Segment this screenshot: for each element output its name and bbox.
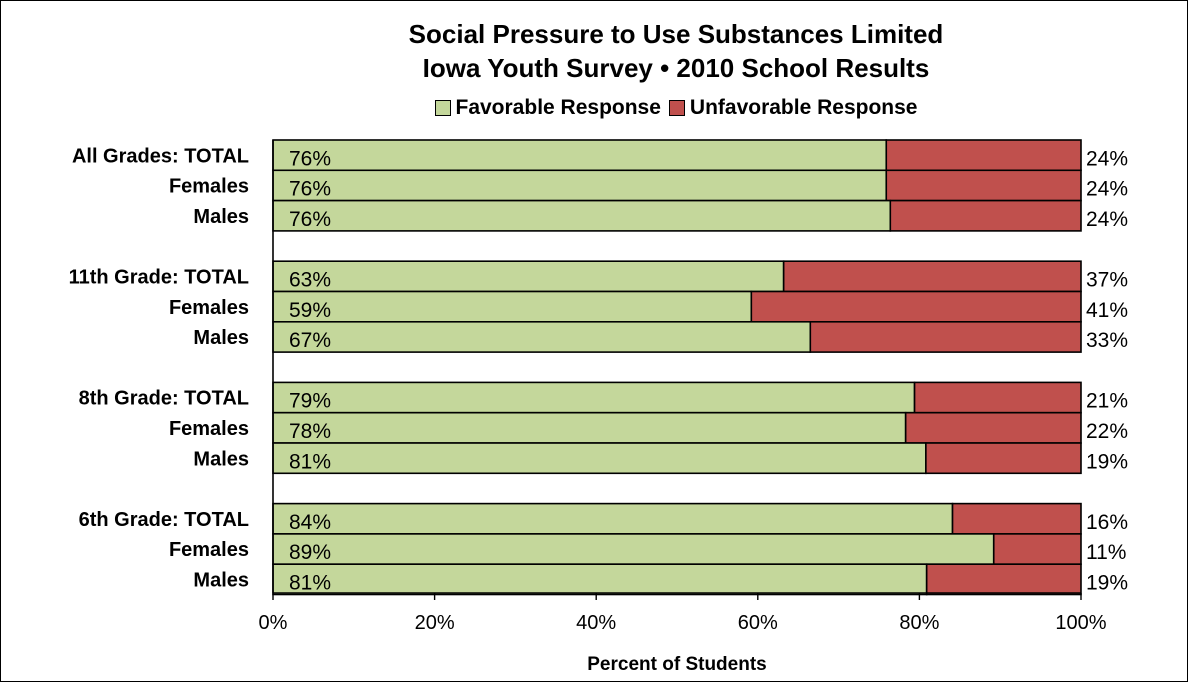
data-label-favorable: 78% (289, 420, 331, 443)
bar-favorable (272, 533, 995, 566)
bar-unfavorable (782, 260, 1082, 293)
legend-label-unfavorable: Unfavorable Response (689, 96, 918, 119)
legend-swatch-unfavorable (668, 100, 685, 116)
data-label-unfavorable: 16% (1086, 511, 1128, 534)
data-label-favorable: 59% (289, 299, 331, 322)
bar-favorable (272, 139, 888, 172)
bar-unfavorable (925, 563, 1082, 596)
category-label: 6th Grade: TOTAL (79, 509, 249, 531)
data-label-favorable: 81% (289, 572, 331, 595)
bar-favorable (272, 260, 785, 293)
chart-subtitle: Iowa Youth Survey • 2010 School Results (422, 53, 930, 83)
legend-item-unfavorable: Unfavorable Response (668, 96, 918, 120)
data-label-favorable: 76% (289, 208, 331, 231)
data-label-favorable: 76% (289, 147, 331, 170)
data-label-favorable: 89% (289, 541, 331, 564)
data-label-unfavorable: 24% (1086, 147, 1128, 170)
bar-favorable (272, 290, 753, 323)
legend-swatch-favorable (434, 100, 451, 116)
bar-unfavorable (904, 411, 1082, 444)
category-label: Males (193, 448, 249, 470)
bar-favorable (272, 199, 892, 232)
bar-unfavorable (992, 533, 1082, 566)
data-label-favorable: 79% (289, 390, 331, 413)
bar-unfavorable (885, 169, 1082, 202)
data-label-unfavorable: 33% (1086, 329, 1128, 352)
data-label-unfavorable: 11% (1086, 541, 1126, 564)
data-label-unfavorable: 37% (1086, 269, 1128, 292)
category-label: 8th Grade: TOTAL (79, 388, 249, 410)
bar-favorable (272, 381, 916, 414)
bar-unfavorable (750, 290, 1082, 323)
bar-unfavorable (885, 139, 1082, 172)
x-tick-label: 0% (259, 612, 288, 634)
bar-unfavorable (925, 442, 1082, 475)
category-label: Females (169, 297, 249, 319)
category-label: 11th Grade: TOTAL (69, 267, 249, 289)
bar-favorable (272, 169, 888, 202)
data-label-unfavorable: 41% (1086, 299, 1128, 322)
category-label: Females (169, 418, 249, 440)
legend-item-favorable: Favorable Response (434, 96, 661, 120)
legend-label-favorable: Favorable Response (455, 96, 661, 119)
data-label-unfavorable: 24% (1086, 208, 1128, 231)
x-tick-label: 80% (899, 612, 939, 634)
bar-favorable (272, 442, 927, 475)
category-label: Females (169, 176, 249, 198)
x-tick-label: 60% (738, 612, 778, 634)
legend: Favorable Response Unfavorable Response (271, 96, 1081, 120)
data-label-favorable: 63% (289, 269, 331, 292)
bar-unfavorable (809, 320, 1082, 353)
bar-favorable (272, 563, 928, 596)
data-label-unfavorable: 22% (1086, 420, 1128, 443)
x-tick-label: 40% (576, 612, 616, 634)
category-label: Females (169, 539, 249, 561)
bar-favorable (272, 320, 812, 353)
data-label-favorable: 67% (289, 329, 331, 352)
x-tick-label: 20% (415, 612, 455, 634)
category-label: Males (193, 206, 249, 228)
data-label-favorable: 76% (289, 178, 331, 201)
category-label: Males (193, 327, 249, 349)
category-label: All Grades: TOTAL (72, 145, 249, 167)
bar-unfavorable (951, 502, 1082, 535)
data-label-unfavorable: 19% (1086, 450, 1128, 473)
data-label-favorable: 81% (289, 450, 331, 473)
category-label: Males (193, 570, 249, 592)
bar-favorable (272, 411, 907, 444)
bar-unfavorable (889, 199, 1082, 232)
data-label-unfavorable: 21% (1086, 390, 1128, 413)
x-axis-title: Percent of Students (587, 654, 766, 675)
x-tick-label: 100% (1055, 612, 1106, 634)
chart-title: Social Pressure to Use Substances Limite… (408, 19, 944, 49)
bar-unfavorable (913, 381, 1082, 414)
data-label-favorable: 84% (289, 511, 331, 534)
data-label-unfavorable: 19% (1086, 572, 1128, 595)
bar-favorable (272, 502, 954, 535)
data-label-unfavorable: 24% (1086, 178, 1128, 201)
